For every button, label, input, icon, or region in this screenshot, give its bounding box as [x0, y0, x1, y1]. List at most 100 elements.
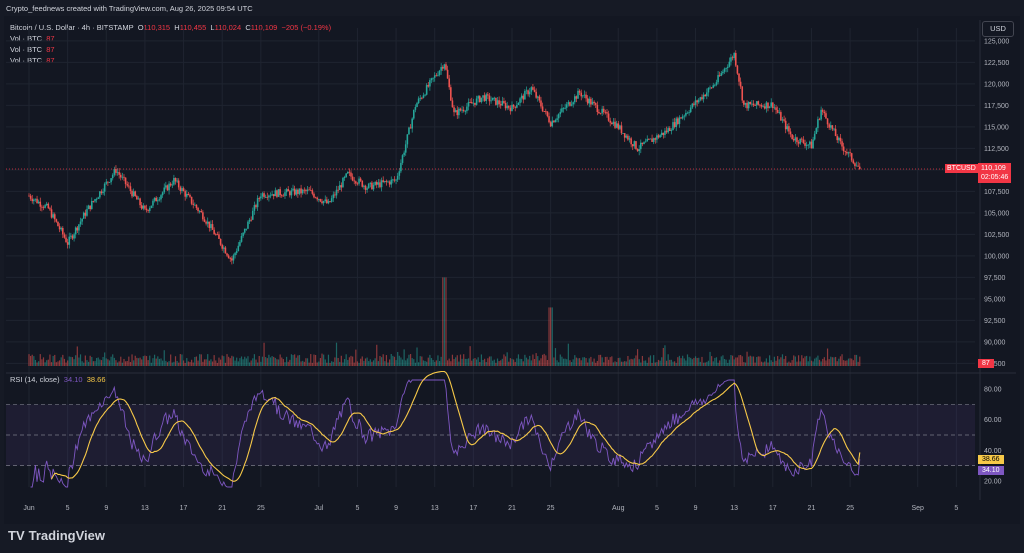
candle-body: [456, 110, 459, 116]
candle-body: [306, 189, 309, 192]
candle-body: [47, 203, 50, 209]
volume-bar: [133, 360, 135, 366]
volume-bar: [65, 362, 67, 366]
price-tick-label: 97,500: [984, 275, 1006, 282]
candle-body: [289, 191, 291, 196]
volume-bar: [102, 356, 104, 366]
date-tick-label: Jun: [23, 505, 34, 512]
candle-body: [625, 135, 628, 138]
candle-body: [849, 152, 851, 154]
candle-body: [37, 201, 40, 204]
volume-bar: [115, 360, 117, 366]
volume-bar: [463, 354, 465, 366]
volume-bar: [260, 361, 262, 366]
candle-body: [718, 75, 721, 76]
candle-body: [279, 189, 281, 196]
candle-body: [148, 207, 151, 211]
open-value: 110,315: [143, 23, 171, 32]
candle-body: [503, 101, 505, 103]
date-tick-label: Jul: [314, 505, 323, 512]
candle-body: [606, 112, 608, 114]
candle-body: [358, 178, 360, 184]
volume-bar: [294, 354, 296, 366]
volume-bar: [440, 356, 442, 366]
candle-body: [591, 101, 594, 105]
volume-bar: [538, 360, 540, 366]
candle-body: [115, 169, 117, 173]
candle-body: [846, 151, 848, 154]
volume-bar: [740, 354, 742, 366]
candle-body: [187, 193, 190, 196]
candle-body: [229, 258, 232, 260]
candle-body: [321, 201, 323, 204]
volume-bar: [226, 354, 228, 366]
volume-bar: [28, 354, 30, 366]
volume-bar: [645, 360, 647, 366]
candle-body: [424, 94, 426, 96]
volume-bar: [376, 344, 378, 366]
candle-body: [285, 189, 288, 193]
candle-body: [132, 191, 135, 197]
volume-bar: [702, 362, 705, 366]
volume-bar: [152, 358, 154, 366]
candle-body: [345, 173, 347, 178]
footer-brand[interactable]: TV TradingView: [8, 528, 105, 543]
date-tick-label: 5: [954, 505, 958, 512]
candle-body: [689, 107, 692, 113]
currency-button[interactable]: USD: [982, 21, 1014, 37]
candle-body: [316, 197, 318, 200]
volume-bar: [694, 356, 697, 366]
volume-bar: [545, 355, 547, 366]
volume-bar: [743, 362, 745, 366]
candle-body: [646, 139, 649, 142]
candle-body: [350, 172, 352, 177]
candle-body: [736, 65, 739, 74]
volume-bar: [633, 358, 635, 366]
volume-bar: [735, 357, 737, 366]
candle-body: [524, 91, 526, 100]
candle-body: [583, 94, 586, 96]
volume-bar: [566, 359, 568, 366]
volume-bar: [741, 356, 743, 366]
volume-bar: [342, 362, 344, 366]
volume-bar: [192, 362, 194, 366]
volume-bar: [469, 346, 471, 366]
volume-bar: [596, 360, 598, 366]
volume-bar: [229, 358, 231, 366]
candle-body: [50, 209, 53, 218]
volume-bar: [569, 360, 571, 366]
candle-body: [462, 109, 465, 112]
candle-body: [725, 68, 727, 69]
volume-bar: [58, 360, 61, 366]
candle-body: [520, 95, 523, 99]
volume-bar: [41, 359, 43, 366]
ohlc-row: Bitcoin / U.S. Dollar · 4h · BITSTAMP O1…: [10, 23, 332, 32]
volume-bar: [416, 347, 418, 366]
volume-bar: [223, 356, 225, 366]
candle-body: [68, 236, 71, 245]
candle-body: [628, 138, 631, 140]
rsi-tick-label: 40.00: [984, 448, 1002, 455]
volume-bar: [823, 357, 825, 366]
candle-body: [541, 106, 544, 112]
volume-bar: [405, 360, 407, 366]
candle-body: [427, 85, 430, 87]
candle-body: [844, 151, 847, 152]
volume-bar: [237, 361, 239, 366]
candle-body: [823, 111, 826, 114]
volume-bar: [635, 355, 637, 366]
volume-bar: [166, 362, 169, 366]
candle-body: [330, 198, 333, 202]
symbol-name[interactable]: Bitcoin / U.S. Dollar · 4h · BITSTAMP: [10, 23, 134, 32]
candle-body: [39, 201, 42, 207]
volume-bar: [248, 362, 251, 366]
candle-body: [251, 210, 254, 220]
volume-bar: [142, 356, 144, 366]
volume-bar: [477, 357, 479, 366]
volume-bar: [728, 359, 730, 366]
candle-body: [377, 182, 380, 185]
rsi-line: [30, 379, 861, 488]
candle-body: [107, 181, 109, 183]
volume-bar: [508, 361, 510, 366]
